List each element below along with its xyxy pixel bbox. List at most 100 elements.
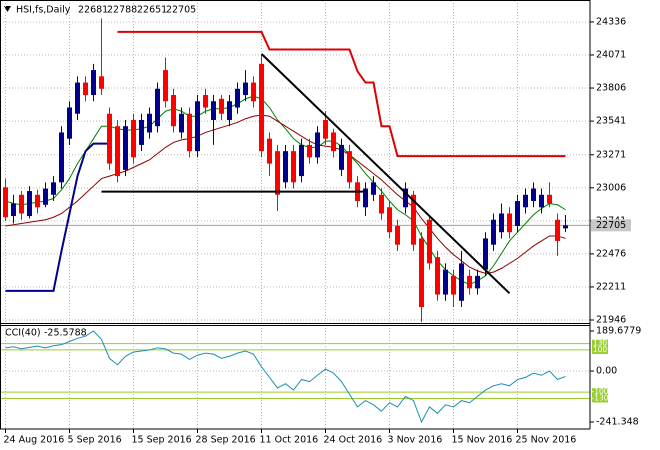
candle-body: [59, 132, 64, 183]
y-tick-label: 23541: [596, 116, 626, 127]
y-tick-label: 24336: [596, 16, 626, 27]
candle-body: [243, 82, 248, 96]
candle-body: [291, 151, 296, 183]
x-tick-label: 15 Nov 2016: [452, 435, 513, 446]
candle-body: [51, 182, 56, 195]
level-label-box: [592, 394, 608, 403]
candle-body: [483, 238, 488, 270]
candle-body: [267, 138, 272, 164]
candle-body: [283, 151, 288, 183]
x-tick-label: 24 Aug 2016: [4, 435, 65, 446]
candle-body: [163, 70, 168, 102]
header-open: 22681: [78, 5, 108, 16]
candle-body: [331, 132, 336, 152]
trendline: [260, 53, 511, 295]
candle-body: [475, 275, 480, 289]
y-tick-label: 22476: [596, 248, 626, 259]
candle-body: [339, 144, 344, 170]
cci-label: CCI(40): [5, 328, 41, 339]
candle-body: [499, 213, 504, 233]
x-tick-label: 28 Sep 2016: [196, 435, 256, 446]
candle-body: [131, 119, 136, 158]
level-label: 130: [593, 339, 608, 348]
candle-body: [19, 194, 24, 214]
y-tick-label: 0.00: [596, 366, 617, 377]
candle-body: [507, 213, 512, 233]
cci-last-value: -25.5788: [44, 328, 87, 339]
candle-body: [419, 238, 424, 308]
candle-body: [123, 126, 128, 170]
candle-body: [443, 269, 448, 295]
candle-body: [363, 188, 368, 208]
candle-body: [147, 113, 152, 133]
x-tick-label: 15 Sep 2016: [132, 435, 192, 446]
overlay-line: [5, 142, 110, 292]
candle-body: [427, 219, 432, 264]
candle-body: [347, 151, 352, 183]
x-tick-label: 24 Oct 2016: [324, 435, 383, 446]
candle-body: [227, 101, 232, 120]
level-label-box: [592, 339, 608, 348]
candle-body: [459, 263, 464, 301]
candle-body: [531, 188, 536, 202]
candle-body: [539, 194, 544, 208]
level-label-box: [592, 388, 608, 397]
y-tick-label: 22211: [596, 281, 626, 292]
x-tick-label: 25 Nov 2016: [516, 435, 577, 446]
candle-body: [195, 101, 200, 152]
last-price-label: 22705: [596, 220, 626, 231]
y-tick-label: 23006: [596, 182, 626, 193]
candle-body: [83, 82, 88, 96]
candle-body: [99, 76, 104, 89]
candle-body: [275, 151, 280, 195]
candle-body: [547, 194, 552, 204]
y-tick-label: -241.348: [596, 417, 639, 428]
candle-body: [115, 126, 120, 177]
candle-body: [3, 187, 8, 218]
candle-body: [411, 194, 416, 245]
candle-body: [203, 95, 208, 108]
candle-body: [91, 70, 96, 96]
overlay-line: [117, 30, 566, 158]
level-label: -130: [591, 393, 608, 402]
candle-body: [11, 203, 16, 216]
candle-body: [43, 188, 48, 205]
candle-body: [323, 119, 328, 139]
candle-body: [179, 113, 184, 133]
candle-body: [67, 107, 72, 139]
y-tick-label: 23806: [596, 83, 626, 94]
y-tick-label: 189.6779: [596, 326, 641, 337]
candle-body: [403, 188, 408, 208]
candle-body: [371, 182, 376, 195]
header-low: 22651: [137, 5, 167, 16]
x-tick-label: 3 Nov 2016: [388, 435, 443, 446]
candle-body: [515, 201, 520, 226]
level-label: 100: [593, 345, 608, 354]
candle-body: [307, 144, 312, 158]
candle-body: [107, 113, 112, 164]
candle-body: [387, 207, 392, 233]
candle-body: [35, 194, 40, 208]
header-close: 22705: [166, 5, 196, 16]
candle-body: [211, 101, 216, 120]
candle-body: [75, 82, 80, 114]
candle-body: [395, 225, 400, 245]
overlay-line: [5, 114, 566, 274]
candle-body: [235, 88, 240, 108]
x-tick-label: 5 Sep 2016: [68, 435, 122, 446]
level-label: -100: [591, 387, 608, 396]
candle-body: [563, 225, 568, 229]
candle-body: [435, 257, 440, 295]
candle-body: [379, 194, 384, 214]
candle-body: [139, 119, 144, 145]
candle-body: [451, 275, 456, 295]
overlay-line: [5, 95, 566, 286]
candle-body: [251, 82, 256, 102]
candle-body: [187, 113, 192, 152]
candle-body: [523, 194, 528, 208]
candle-body: [219, 98, 224, 114]
y-tick-label: 21946: [596, 315, 626, 326]
symbol-label: HSI,fs,Daily: [16, 5, 71, 16]
candle-body: [27, 191, 32, 216]
last-price-box: [591, 219, 631, 232]
